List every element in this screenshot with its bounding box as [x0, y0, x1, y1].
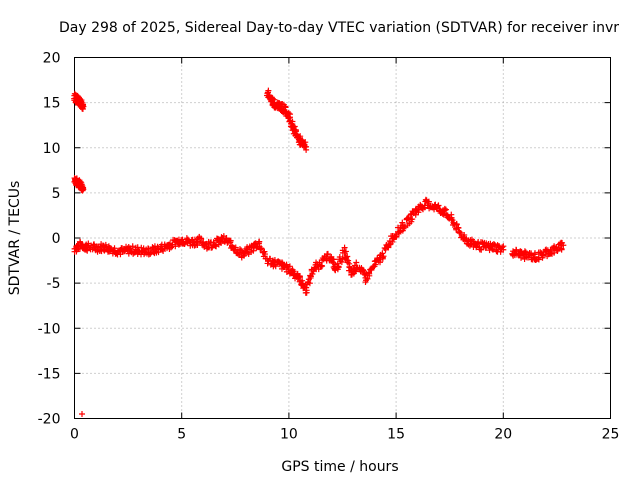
y-tick-label: -10 — [38, 321, 61, 337]
data-point — [455, 224, 462, 231]
data-point — [172, 243, 179, 250]
data-point — [386, 241, 393, 248]
data-point — [360, 268, 367, 275]
data-point — [364, 275, 371, 282]
data-points — [71, 87, 567, 417]
data-point — [551, 249, 558, 256]
data-point — [341, 244, 348, 251]
data-point — [489, 245, 496, 252]
data-point — [198, 236, 205, 243]
data-point — [441, 207, 448, 214]
data-point — [257, 246, 264, 253]
data-point — [145, 245, 152, 252]
data-point — [401, 223, 408, 230]
data-point — [303, 287, 310, 294]
data-point — [78, 181, 85, 188]
data-point — [366, 272, 373, 279]
data-point — [175, 241, 182, 248]
chart-title: Day 298 of 2025, Sidereal Day-to-day VTE… — [59, 20, 619, 36]
data-point — [334, 260, 341, 267]
data-point — [558, 246, 565, 253]
data-point — [393, 232, 400, 239]
series-track-upper-mid — [264, 87, 310, 153]
data-point — [299, 277, 306, 284]
series-outlier — [79, 410, 86, 417]
data-point — [379, 254, 386, 261]
data-point — [319, 263, 326, 270]
series-track-mid-left — [71, 175, 87, 194]
data-point — [80, 103, 87, 110]
data-point — [80, 184, 87, 191]
data-point — [261, 251, 268, 258]
data-point — [353, 259, 360, 266]
x-tick-label: 20 — [494, 427, 512, 443]
data-point — [250, 247, 257, 254]
y-tick-label: -20 — [38, 412, 61, 428]
data-point — [303, 143, 310, 150]
y-tick-label: 5 — [52, 186, 61, 202]
data-point — [272, 263, 279, 270]
data-point — [338, 258, 345, 265]
data-point — [409, 216, 416, 223]
data-point — [97, 243, 104, 250]
data-point — [380, 253, 387, 260]
y-axis-label: SDTVAR / TECUs — [7, 181, 23, 296]
y-tick-label: -5 — [47, 276, 61, 292]
x-tick-label: 15 — [387, 427, 405, 443]
data-point — [285, 110, 292, 117]
data-point — [535, 256, 542, 263]
data-point — [287, 114, 294, 121]
data-point — [309, 270, 316, 277]
data-point — [282, 104, 289, 111]
grid — [74, 57, 611, 419]
data-point — [399, 219, 406, 226]
data-point — [332, 261, 339, 268]
data-point — [286, 263, 293, 270]
axis-ticks: 0 5 10 15 20 25 -20 -15 -10 -5 0 5 10 15 20 — [38, 51, 620, 443]
y-tick-label: 0 — [52, 231, 61, 247]
data-point — [432, 201, 439, 208]
x-tick-label: 10 — [280, 427, 298, 443]
data-point — [129, 243, 136, 250]
data-point — [79, 187, 86, 194]
y-tick-label: 20 — [43, 51, 61, 67]
x-tick-label: 25 — [602, 427, 620, 443]
data-point — [460, 234, 467, 241]
data-point — [425, 198, 432, 205]
data-point — [513, 246, 520, 253]
data-point — [531, 251, 538, 258]
data-point — [540, 252, 547, 259]
series-track-upper-left — [71, 90, 87, 112]
data-point — [500, 246, 507, 253]
data-point — [335, 263, 342, 270]
data-point — [422, 196, 429, 203]
x-axis-label: GPS time / hours — [281, 459, 398, 475]
data-point — [401, 224, 408, 231]
data-point — [342, 248, 349, 255]
data-point — [279, 259, 286, 266]
data-point — [210, 239, 217, 246]
data-point — [560, 242, 567, 249]
y-tick-label: -15 — [38, 366, 61, 382]
data-point — [232, 244, 239, 251]
data-point — [324, 251, 331, 258]
data-point — [227, 237, 234, 244]
y-tick-label: 10 — [43, 141, 61, 157]
data-point — [521, 248, 528, 255]
y-tick-label: 15 — [43, 96, 61, 112]
data-point — [478, 246, 485, 253]
data-point — [415, 206, 422, 213]
data-point — [435, 202, 442, 209]
data-point — [256, 238, 263, 245]
series-track-main — [71, 196, 507, 296]
x-tick-label: 0 — [70, 427, 79, 443]
data-point — [79, 410, 86, 417]
data-point — [258, 245, 265, 252]
x-tick-label: 5 — [177, 427, 186, 443]
series-track-end — [509, 239, 567, 264]
data-point — [306, 280, 313, 287]
